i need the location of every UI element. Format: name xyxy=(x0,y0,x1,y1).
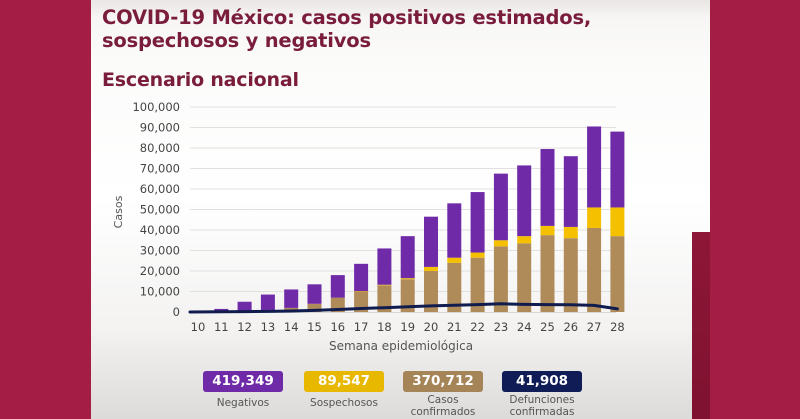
x-tick-label: 16 xyxy=(330,320,345,334)
x-axis-label: Semana epidemiológica xyxy=(329,339,473,353)
slide-subtitle: Escenario nacional xyxy=(102,69,299,91)
y-tick-label: 50,000 xyxy=(140,203,180,217)
x-tick-label: 27 xyxy=(587,320,602,334)
bar-segment-sospechosos xyxy=(377,284,392,286)
y-tick-label: 10,000 xyxy=(140,285,180,299)
bar-segment-negativos xyxy=(377,248,392,285)
y-axis-ticks: 0 10,000 20,000 30,000 40,000 50,000 60,000 70,… xyxy=(132,100,180,319)
bar-segment-negativos xyxy=(307,284,322,304)
x-tick-label: 15 xyxy=(307,320,322,334)
x-tick-label: 23 xyxy=(494,320,509,334)
bar-segment-negativos xyxy=(470,192,485,253)
bar-segment-negativos xyxy=(400,236,415,279)
bars xyxy=(191,126,625,313)
bar-segment-confirmados xyxy=(447,262,462,312)
x-tick-label: 28 xyxy=(610,320,625,334)
x-axis-ticks: 10 11 12 13 14 15 16 17 18 19 20 21 22 23 24 25 26 27 28 xyxy=(191,320,625,334)
y-axis-label: Casos xyxy=(112,195,125,228)
y-tick-label: 0 xyxy=(173,305,180,319)
y-tick-label: 30,000 xyxy=(140,244,180,258)
x-tick-label: 10 xyxy=(191,320,206,334)
bar-segment-confirmados xyxy=(540,235,555,312)
bar-segment-negativos xyxy=(330,275,345,298)
bar-segment-negativos xyxy=(610,131,625,208)
bar-segment-negativos xyxy=(587,126,602,208)
x-tick-label: 11 xyxy=(214,320,229,334)
bar-segment-confirmados xyxy=(470,257,485,312)
bar-segment-negativos xyxy=(493,173,508,241)
x-tick-label: 17 xyxy=(354,320,369,334)
legend-defunciones-label-line2: confirmadas xyxy=(509,406,575,418)
bar-segment-negativos xyxy=(260,294,275,310)
x-tick-label: 25 xyxy=(540,320,555,334)
legend-negativos-label: Negativos xyxy=(216,397,270,409)
bar-segment-sospechosos xyxy=(563,226,578,239)
x-tick-label: 22 xyxy=(470,320,485,334)
bar-segment-negativos xyxy=(424,216,438,267)
bar-segment-sospechosos xyxy=(354,291,369,292)
bar-segment-sospechosos xyxy=(540,225,555,236)
bar-segment-confirmados xyxy=(377,285,392,312)
bar-segment-sospechosos xyxy=(447,257,462,263)
legend-sospechosos-label: Sospechosos xyxy=(310,397,378,409)
bar-segment-negativos xyxy=(517,165,532,237)
bar-segment-sospechosos xyxy=(400,278,415,280)
legend-defunciones-total: 41,908 xyxy=(502,371,582,392)
bar-segment-sospechosos xyxy=(470,252,485,258)
bar-segment-negativos xyxy=(563,156,578,227)
bar-segment-confirmados xyxy=(400,279,415,312)
bar-segment-confirmados xyxy=(517,243,532,312)
bar-segment-negativos xyxy=(447,203,462,258)
legend-sospechosos-total: 89,547 xyxy=(304,371,384,392)
y-tick-label: 80,000 xyxy=(140,141,180,155)
bar-segment-confirmados xyxy=(424,271,438,312)
bar-segment-confirmados xyxy=(610,236,625,312)
bar-segment-confirmados xyxy=(354,291,369,312)
x-tick-label: 26 xyxy=(563,320,578,334)
bar-segment-negativos xyxy=(540,149,555,226)
legend-confirmados-label-line2: confirmados xyxy=(410,406,476,418)
x-tick-label: 20 xyxy=(424,320,439,334)
deaths-line xyxy=(188,302,619,314)
y-tick-label: 70,000 xyxy=(140,162,180,176)
y-tick-label: 40,000 xyxy=(140,223,180,237)
bar-segment-sospechosos xyxy=(424,266,438,271)
bar-segment-confirmados xyxy=(587,227,602,312)
x-tick-label: 21 xyxy=(447,320,462,334)
y-tick-label: 90,000 xyxy=(140,121,180,135)
legend-confirmados-total: 370,712 xyxy=(403,371,483,392)
legend-defunciones-label-line1: Defunciones xyxy=(509,394,575,406)
x-tick-label: 12 xyxy=(237,320,252,334)
bar-segment-confirmados xyxy=(307,303,322,312)
legend-confirmados-label-line1: Casos xyxy=(427,394,459,406)
x-tick-label: 14 xyxy=(284,320,299,334)
bar-segment-sospechosos xyxy=(610,207,625,237)
bar-segment-negativos xyxy=(284,289,299,308)
bar-segment-sospechosos xyxy=(493,240,508,247)
legend-defunciones-label: Defunciones confirmadas xyxy=(487,394,597,418)
x-tick-label: 24 xyxy=(517,320,532,334)
y-tick-label: 60,000 xyxy=(140,182,180,196)
bar-segment-sospechosos xyxy=(517,236,532,244)
bar-segment-sospechosos xyxy=(587,207,602,228)
decorative-strip xyxy=(692,232,710,419)
bar-segment-confirmados xyxy=(493,246,508,312)
bar-segment-negativos xyxy=(237,301,252,312)
legend-negativos-total: 419,349 xyxy=(203,371,283,392)
slide-title: COVID-19 México: casos positivos estimad… xyxy=(102,6,592,52)
y-tick-label: 100,000 xyxy=(132,100,180,114)
x-tick-label: 18 xyxy=(377,320,392,334)
x-tick-label: 19 xyxy=(400,320,415,334)
y-tick-label: 20,000 xyxy=(140,264,180,278)
bar-segment-confirmados xyxy=(563,238,578,312)
legend-confirmados-label: Casos confirmados xyxy=(393,394,493,418)
x-tick-label: 13 xyxy=(261,320,276,334)
bar-segment-negativos xyxy=(354,263,369,292)
